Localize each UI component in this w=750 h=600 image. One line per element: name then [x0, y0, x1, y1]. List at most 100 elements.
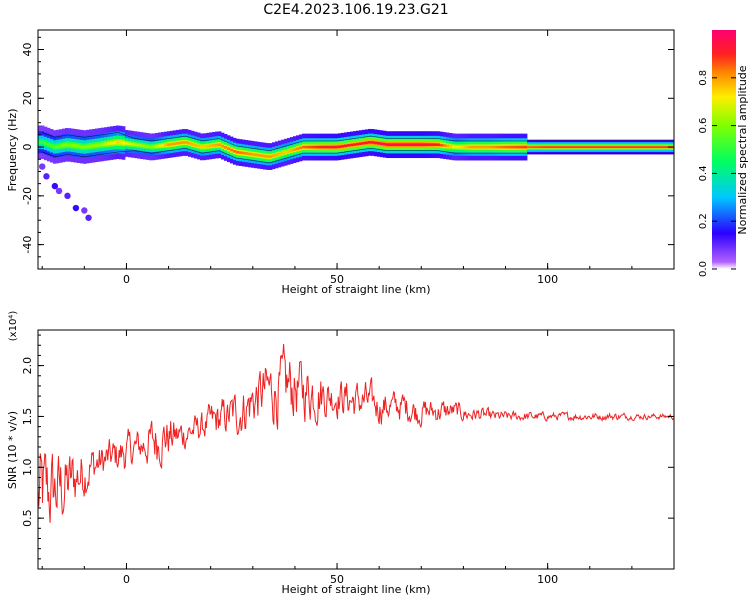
heatmap-cell-4: [251, 152, 255, 156]
heatmap-cell-4: [125, 142, 129, 145]
heatmap-cell-4: [395, 143, 399, 146]
heatmap-cell-4: [347, 144, 351, 147]
heatmap-cell-4: [533, 146, 537, 148]
colorbar-tick-label: 0.6: [698, 118, 709, 134]
heatmap-cell-4: [434, 143, 438, 146]
heatmap-cell-4: [242, 151, 246, 155]
bottom-ytick-label: 0.5: [21, 509, 34, 527]
bottom-multiplier: (x10⁴): [8, 311, 19, 342]
heatmap-cell-4: [335, 145, 339, 149]
heatmap-cell-4: [611, 146, 615, 148]
heatmap-cell-4: [578, 146, 582, 148]
heatmap-cell-4: [650, 146, 654, 148]
heatmap-cell-4: [572, 146, 576, 148]
heatmap-cell-4: [407, 143, 411, 146]
top-xtick-label: 50: [330, 273, 344, 286]
heatmap-cell-4: [470, 145, 474, 149]
heatmap-cell-4: [512, 145, 516, 149]
heatmap-cell-4: [116, 140, 120, 144]
heatmap-cell-4: [503, 145, 507, 149]
heatmap-scatter-point: [39, 163, 46, 170]
top-panel: 0 50 100 40 20 0 -20 -40 Height of straight lin…: [6, 29, 675, 296]
heatmap-cell-4: [632, 146, 636, 148]
heatmap-cell-4: [290, 149, 294, 152]
heatmap-cell-4: [638, 146, 642, 148]
heatmap-cell-4: [482, 145, 486, 149]
heatmap-cell-4: [173, 142, 177, 146]
ridge-edge-upper: [42, 132, 674, 152]
heatmap-cell-4: [494, 145, 498, 149]
heatmap-cell-4: [623, 146, 627, 148]
top-ytick-label: 40: [21, 43, 34, 57]
bottom-axis-ticks: 0 50 100 0.5 1.0 1.5 2.0: [21, 330, 675, 586]
heatmap-scatter-point: [43, 173, 50, 180]
heatmap-cell-4: [278, 152, 282, 156]
heatmap-cell-4: [296, 147, 300, 151]
heatmap-cell-4: [254, 153, 258, 157]
heatmap-cell-4: [137, 143, 141, 147]
heatmap-cell-4: [245, 152, 249, 155]
heatmap-cell-4: [383, 142, 387, 146]
heatmap-cell-4: [377, 141, 381, 145]
heatmap-cell-4: [473, 145, 477, 149]
heatmap-cell-4: [53, 145, 57, 149]
heatmap-cell-4: [227, 147, 231, 151]
heatmap-cell-4: [380, 142, 384, 146]
heatmap-cell-4: [86, 144, 90, 149]
heatmap-cell-4: [593, 146, 597, 148]
heatmap-cell-4: [119, 140, 123, 145]
heatmap-cell-4: [410, 143, 414, 146]
heatmap-cell-4: [83, 145, 87, 149]
heatmap-cell-4: [509, 145, 513, 149]
heatmap-cell-4: [158, 144, 162, 148]
heatmap-cell-4: [419, 143, 423, 146]
heatmap-cell-4: [614, 146, 618, 148]
heatmap-cell-4: [224, 146, 228, 149]
heatmap-cell-4: [230, 148, 234, 152]
chart-title: C2E4.2023.106.19.23.G21: [263, 2, 448, 18]
heatmap-cell-4: [416, 143, 420, 146]
heatmap-cell-4: [488, 145, 492, 149]
colorbar-gradient: [712, 30, 736, 269]
heatmap-cell-4: [89, 144, 93, 148]
heatmap-cell-4: [329, 145, 333, 149]
heatmap-cell-4: [368, 141, 372, 144]
heatmap-cell-4: [248, 152, 252, 156]
heatmap-cell-4: [326, 145, 330, 149]
top-ytick-label: -40: [21, 236, 34, 254]
heatmap-cell-4: [302, 145, 306, 149]
heatmap-cell-4: [200, 145, 204, 149]
heatmap-cell-4: [308, 145, 312, 149]
heatmap-cell-4: [386, 143, 390, 146]
bottom-xtick-label: 0: [123, 573, 130, 586]
heatmap-cell-4: [155, 145, 159, 148]
heatmap-cell-4: [362, 141, 366, 145]
heatmap-cell-4: [80, 144, 84, 149]
heatmap-cell-4: [272, 154, 276, 158]
heatmap-cell-4: [143, 144, 147, 148]
heatmap-cell-4: [215, 143, 219, 147]
heatmap-cell-4: [356, 142, 360, 146]
heatmap-scatter-point: [64, 192, 71, 200]
heatmap-cell-4: [233, 149, 237, 153]
heatmap-cell-4: [176, 141, 180, 145]
colorbar-tick-label: 0.0: [698, 261, 709, 277]
bottom-panel: 0 50 100 0.5 1.0 1.5 2.0 Height of straight li…: [6, 311, 675, 596]
heatmap-cell-4: [56, 144, 60, 149]
snr-line: [38, 343, 674, 523]
heatmap-cell-4: [389, 143, 393, 146]
heatmap-cell-4: [293, 148, 297, 151]
heatmap-layer: [38, 125, 674, 221]
heatmap-cell-4: [236, 150, 240, 154]
colorbar: 0.0 0.2 0.4 0.6 0.8 Normalized spectral ampl…: [698, 30, 749, 277]
bottom-ylabel: SNR (10 * v/v): [6, 411, 19, 489]
heatmap-cell-4: [191, 142, 195, 146]
heatmap-cell-4: [497, 145, 501, 149]
colorbar-tick-label: 0.8: [698, 70, 709, 86]
heatmap-cell-4: [338, 145, 342, 149]
heatmap-cell-4: [110, 141, 114, 145]
heatmap-cell-4: [575, 146, 579, 148]
heatmap-scatter-point: [51, 182, 59, 190]
heatmap-cell-4: [149, 145, 153, 149]
heatmap-cell-4: [608, 146, 612, 148]
